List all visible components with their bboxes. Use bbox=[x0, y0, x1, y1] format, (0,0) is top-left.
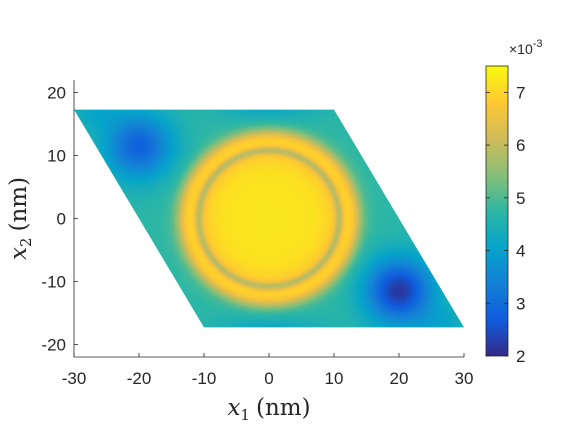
x-tick-label: 10 bbox=[325, 369, 344, 388]
y-tick-label: 20 bbox=[47, 84, 66, 103]
axes bbox=[73, 80, 465, 358]
colorbar-tick-label: 2 bbox=[516, 347, 525, 366]
x-tick-label: 20 bbox=[390, 369, 409, 388]
colorbar-exponent: ×10-3 bbox=[509, 38, 543, 57]
colorbar: 2 3 4 5 6 7 ×10-3 bbox=[485, 38, 543, 366]
x-tick-label: -10 bbox=[192, 369, 217, 388]
y-tick-label: -10 bbox=[41, 272, 66, 291]
colorbar-tick-label: 7 bbox=[516, 83, 525, 102]
heatmap-image bbox=[74, 109, 464, 328]
plot-area bbox=[74, 109, 464, 328]
x-tick-label: -20 bbox=[127, 369, 152, 388]
colorbar-fill bbox=[486, 66, 508, 356]
x-tick-label: 0 bbox=[264, 369, 273, 388]
y-tick-label: -20 bbox=[41, 335, 66, 354]
colorbar-tick-label: 4 bbox=[516, 242, 525, 261]
x-tick-labels: -30 -20 -10 0 10 20 30 bbox=[62, 369, 474, 388]
colorbar-tick-label: 6 bbox=[516, 136, 525, 155]
x-axis-label: x1 (nm) bbox=[227, 395, 310, 424]
colorbar-tick-label: 3 bbox=[516, 294, 525, 313]
y-tick-label: 0 bbox=[57, 210, 66, 229]
x-tick-label: -30 bbox=[62, 369, 87, 388]
colorbar-tick-label: 5 bbox=[516, 189, 525, 208]
y-tick-label: 10 bbox=[47, 147, 66, 166]
y-tick-labels: -20 -10 0 10 20 bbox=[41, 84, 66, 355]
colorbar-tick-labels: 2 3 4 5 6 7 bbox=[486, 83, 525, 366]
x-tick-label: 30 bbox=[455, 369, 474, 388]
colorbar-frame bbox=[485, 65, 509, 357]
y-axis-label: x2(nm) bbox=[6, 177, 35, 260]
